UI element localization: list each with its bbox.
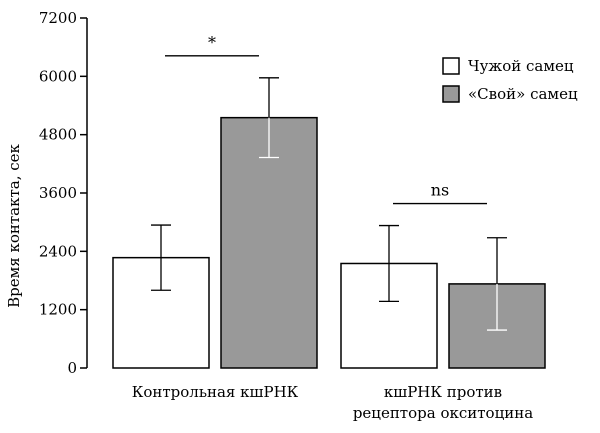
legend-label: «Свой» самец [468, 85, 578, 103]
category-label: кшРНК против [384, 383, 502, 401]
y-tick-label: 2400 [39, 242, 77, 260]
y-tick-label: 7200 [39, 9, 77, 27]
y-axis: 0 1200 2400 3600 4800 6000 7200 [39, 9, 88, 377]
significance-markers: * ns [165, 33, 487, 205]
legend: Чужой самец «Свой» самец [442, 57, 578, 103]
bar-foreign-male-2 [340, 262, 438, 369]
legend-label: Чужой самец [468, 57, 574, 75]
legend-swatch [442, 85, 460, 103]
bars [112, 77, 546, 369]
bar-own-male-1 [220, 116, 318, 369]
category-label: рецептора окситоцина [353, 404, 533, 422]
y-tick-label: 0 [67, 359, 77, 377]
significance-label: ns [431, 181, 450, 200]
legend-swatch [442, 57, 460, 75]
y-tick-label: 1200 [39, 301, 77, 319]
significance-label: * [208, 33, 216, 52]
y-tick-label: 3600 [39, 184, 77, 202]
y-tick-label: 6000 [39, 67, 77, 85]
category-labels: Контрольная кшРНК кшРНК против рецептора о… [132, 383, 534, 422]
category-label: Контрольная кшРНК [132, 383, 299, 401]
y-tick-label: 4800 [39, 126, 77, 144]
y-axis-label: Время контакта, сек [5, 143, 23, 307]
